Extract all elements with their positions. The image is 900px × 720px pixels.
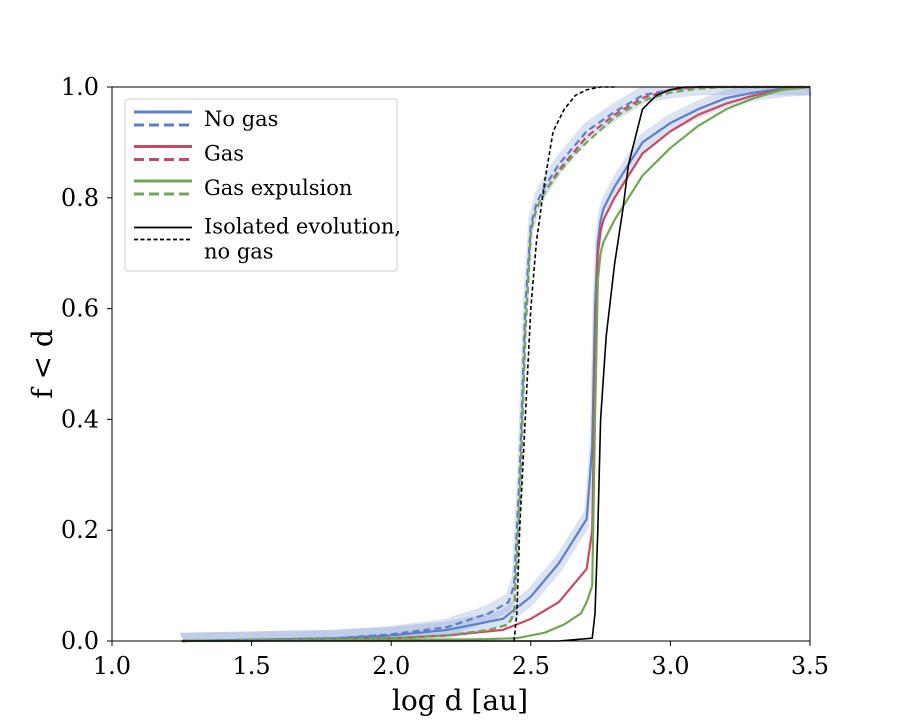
x-tick-label: 2.0 xyxy=(372,652,410,680)
x-tick-label: 1.0 xyxy=(93,652,131,680)
y-tick-label: 0.0 xyxy=(61,627,99,655)
plot-frame xyxy=(111,86,811,642)
series-line-1 xyxy=(181,85,810,643)
series-line-4 xyxy=(181,85,811,643)
y-tick-label: 0.6 xyxy=(61,295,99,323)
y-axis-label: f < d xyxy=(26,329,59,399)
series-layer xyxy=(181,85,811,643)
series-line-5 xyxy=(181,85,810,643)
series-line-2 xyxy=(181,85,811,643)
y-tick-label: 0.8 xyxy=(61,184,99,212)
legend-label-line2: no gas xyxy=(204,240,274,264)
legend-box xyxy=(124,98,398,272)
legend-label: Gas expulsion xyxy=(204,176,352,200)
legend: No gas Gas Gas expulsion Isolated evolution… xyxy=(124,98,401,272)
x-tick-label: 3.0 xyxy=(651,652,689,680)
series-line-3 xyxy=(181,85,810,643)
x-tick-label: 1.5 xyxy=(233,652,271,680)
y-tick-label: 1.0 xyxy=(61,73,99,101)
x-axis-label: log d [au] xyxy=(392,684,528,717)
series-line-0 xyxy=(181,85,811,643)
legend-label: No gas xyxy=(204,107,278,131)
y-tick-label: 0.4 xyxy=(61,405,99,433)
x-tick-label: 2.5 xyxy=(512,652,550,680)
legend-label: Isolated evolution, xyxy=(204,215,401,239)
y-axis-ticks: 0.0 0.2 0.4 0.6 0.8 1.0 xyxy=(61,73,112,655)
legend-items: No gas Gas Gas expulsion Isolated evolution… xyxy=(134,107,401,264)
y-tick-label: 0.2 xyxy=(61,516,99,544)
legend-label: Gas xyxy=(204,142,244,166)
series-line-7 xyxy=(513,86,615,642)
x-axis-ticks: 1.0 1.5 2.0 2.5 3.0 3.5 xyxy=(93,641,829,680)
series-line-6 xyxy=(181,86,810,642)
x-tick-label: 3.5 xyxy=(791,652,829,680)
